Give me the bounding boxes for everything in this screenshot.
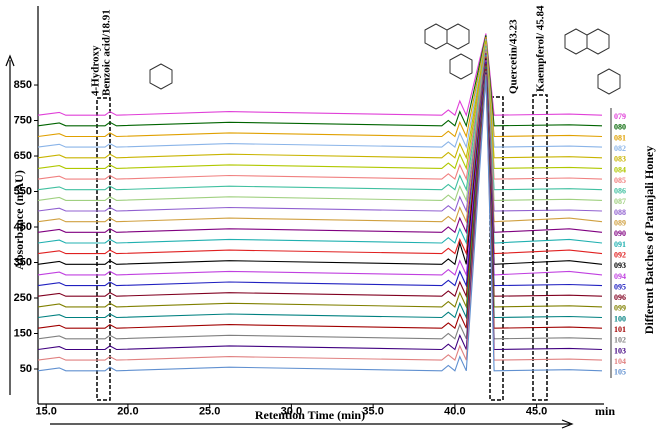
series-label: 081	[614, 133, 626, 142]
x-axis-label: Retention Time (min)	[255, 408, 365, 422]
y-tick-label: 50	[20, 363, 32, 375]
y-axis-label: Absorbance (mAU)	[12, 170, 26, 270]
structure-ring	[449, 53, 473, 80]
side-label: Different Batches of Patanjali Honey	[642, 146, 656, 334]
y-tick-label: 650	[14, 150, 32, 162]
trace	[37, 33, 603, 117]
structure-ring	[149, 63, 173, 90]
x-tick-label: 35.0	[362, 405, 383, 417]
y-tick-label: 350	[14, 256, 32, 268]
structure-ring	[446, 23, 470, 50]
series-label: 104	[614, 357, 626, 366]
series-label: 100	[614, 314, 626, 323]
y-tick-label: 550	[14, 185, 32, 197]
peak-box	[532, 94, 548, 401]
series-label: 093	[614, 261, 626, 270]
peak-box	[489, 96, 504, 401]
series-label: 083	[614, 155, 626, 164]
trace	[37, 67, 603, 320]
x-arrow-head	[561, 419, 574, 429]
annotation: Kaempferol/ 45.84	[535, 5, 547, 92]
series-label: 085	[614, 176, 626, 185]
x-unit: min	[595, 404, 615, 418]
series-label: 101	[614, 325, 626, 334]
annotation: 4-Hydroxy	[90, 45, 102, 96]
series-label: 092	[614, 250, 626, 259]
axes	[5, 6, 612, 429]
series-label: 099	[614, 304, 626, 313]
annotation: Quercetin/43.23	[508, 19, 520, 94]
structure-ring	[564, 28, 588, 55]
series-label: 095	[614, 282, 626, 291]
series-label: 084	[614, 165, 626, 174]
series-label: 080	[614, 123, 626, 132]
peak-box	[96, 97, 111, 401]
x-tick-label: 20.0	[117, 405, 138, 417]
annotation: Benzoic acid/18.91	[101, 9, 113, 96]
trace	[37, 76, 603, 372]
series-label: 094	[614, 272, 626, 281]
series-label: 086	[614, 187, 626, 196]
structures	[149, 23, 621, 95]
y-tick-label: 150	[14, 327, 32, 339]
x-tick-label: 15.0	[35, 405, 56, 417]
x-tick-label: 25.0	[199, 405, 220, 417]
series-label: 102	[614, 336, 626, 345]
series-label: 088	[614, 208, 626, 217]
peak-boxes	[96, 94, 548, 401]
trace	[37, 70, 603, 340]
x-tick-label: 40.0	[444, 405, 465, 417]
series-label: 090	[614, 229, 626, 238]
series-label: 082	[614, 144, 626, 153]
series-label: 096	[614, 293, 626, 302]
structure-ring	[597, 68, 621, 95]
y-tick-label: 750	[14, 114, 32, 126]
y-arrow-head	[5, 54, 15, 67]
series-label: 089	[614, 219, 626, 228]
y-tick-label: 850	[14, 79, 32, 91]
x-tick-label: 30.0	[281, 405, 302, 417]
trace	[37, 63, 603, 299]
y-tick-label: 250	[14, 292, 32, 304]
trace	[37, 65, 603, 310]
series-label: 079	[614, 112, 626, 121]
structure-ring	[424, 23, 448, 50]
x-tick-label: 45.0	[526, 405, 547, 417]
series-label: 087	[614, 197, 626, 206]
structure-ring	[586, 28, 610, 55]
series-label: 103	[614, 346, 626, 355]
y-tick-label: 450	[14, 221, 32, 233]
series-label: 105	[614, 368, 626, 377]
series-label: 091	[614, 240, 626, 249]
